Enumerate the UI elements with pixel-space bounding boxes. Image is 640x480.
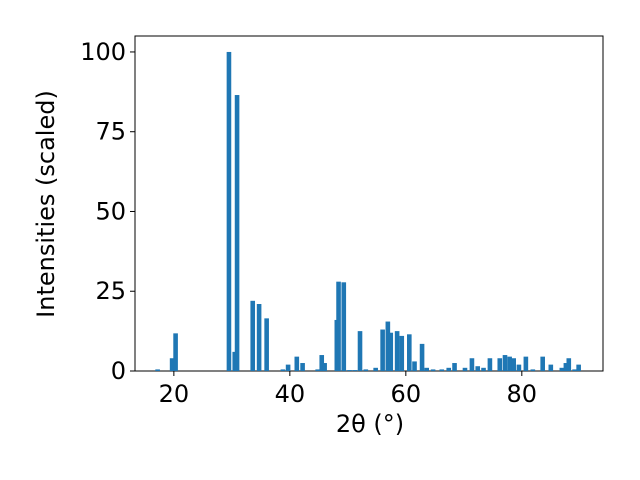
bar [572,369,577,371]
y-axis-label: Intensities (scaled) [32,90,60,318]
bar [439,369,445,371]
bar [507,356,512,371]
bar [322,363,327,371]
bar [407,334,412,371]
bar [487,358,493,371]
bar [462,367,468,371]
y-tick-label: 0 [111,357,126,385]
bar [502,355,508,371]
x-axis-label: 2θ (°) [336,410,404,438]
y-tick-label: 100 [80,38,126,66]
y-tick-label: 75 [95,118,126,146]
bar [540,356,545,371]
bar [563,363,569,371]
plot-frame [134,35,604,372]
bar [412,361,417,371]
bar [399,335,405,371]
bar [234,95,240,372]
bar [388,332,394,371]
bar [530,369,536,371]
bar [285,364,291,371]
x-tick-label: 80 [507,380,538,408]
bar [497,358,503,371]
bar [347,370,352,371]
bar [294,356,300,371]
bar [300,363,305,371]
bar [511,358,516,371]
y-tick-label: 25 [95,277,126,305]
bar [280,369,286,371]
x-tick-label: 40 [275,380,306,408]
bar [419,343,425,371]
bar [548,364,554,371]
bar [315,369,320,371]
bar [250,300,256,371]
y-tick-label: 50 [95,197,126,225]
bar [385,321,391,371]
bar [169,358,175,371]
bar [452,363,457,371]
bar [256,304,262,371]
bar [516,364,522,371]
bar [264,318,269,371]
bar [424,367,430,371]
bar [319,355,325,371]
bar [481,367,486,371]
bar [566,358,572,371]
bar [173,333,178,371]
bar [336,281,341,371]
bar [226,51,232,371]
bar [363,369,369,371]
bar [475,366,481,371]
bar [446,367,452,371]
bar [352,370,358,371]
bar [357,331,363,371]
x-tick-label: 20 [159,380,190,408]
bar [341,282,347,371]
bar [576,364,581,371]
bar [394,331,400,371]
bar [559,367,565,371]
x-tick-label: 60 [391,380,422,408]
bar [373,367,378,371]
bar [380,329,385,371]
bar [469,358,475,371]
bar [232,351,238,371]
bar [430,369,436,371]
bar [155,369,160,371]
bar [523,356,529,371]
